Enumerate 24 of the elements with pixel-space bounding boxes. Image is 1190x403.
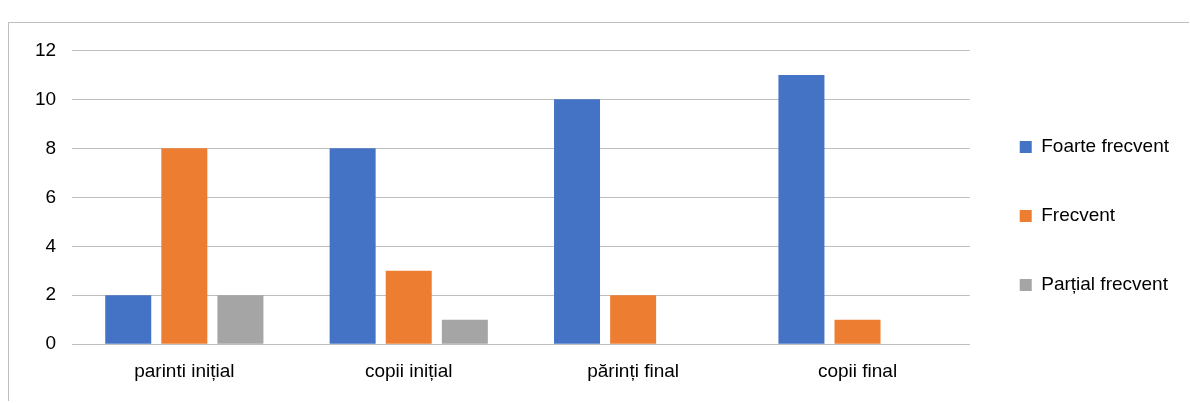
bar	[385, 270, 432, 344]
bar	[778, 74, 825, 344]
bar	[610, 295, 657, 344]
bar	[161, 148, 208, 344]
y-tick-label: 2	[45, 283, 57, 305]
y-tick-label: 6	[45, 185, 57, 207]
bar	[834, 319, 881, 344]
y-tick-label: 4	[45, 234, 57, 256]
legend-label: Frecvent	[1041, 204, 1116, 226]
legend-label: Foarte frecvent	[1041, 135, 1170, 157]
bar	[217, 295, 264, 344]
x-tick-label: parinti inițial	[134, 359, 235, 381]
bar	[441, 319, 488, 344]
y-tick-label: 10	[34, 87, 57, 109]
bar	[105, 295, 152, 344]
bar	[329, 148, 376, 344]
x-tick-label: copii final	[817, 359, 898, 381]
bar	[554, 99, 601, 344]
y-tick-label: 12	[34, 38, 57, 60]
y-tick-label: 0	[45, 332, 57, 354]
y-tick-label: 8	[45, 136, 57, 158]
x-tick-label: copii inițial	[364, 359, 453, 381]
x-tick-label: părinți final	[587, 359, 680, 381]
legend-label: Parțial frecvent	[1041, 273, 1169, 295]
